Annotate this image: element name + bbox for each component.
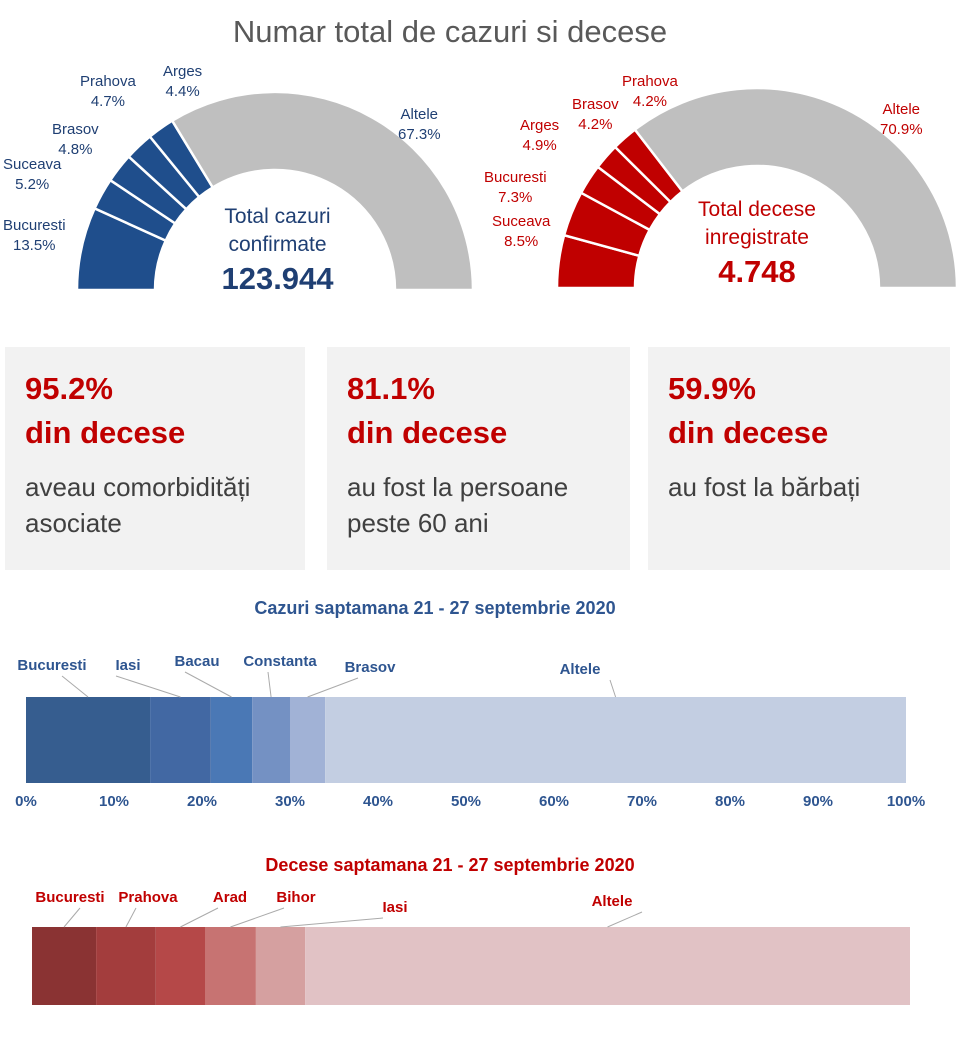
stacked-bar-charts: Bucuresti Iasi Bacau Constanta Brasov Altele 0… (15, 653, 925, 1005)
bar-segment-altele (325, 697, 906, 783)
donut-label: Suceava 5.2% (3, 156, 62, 193)
deaths-donut (555, 86, 959, 290)
leader-line (61, 675, 89, 698)
bar-label: Prahova (118, 889, 178, 906)
bar-label: Altele (560, 661, 601, 678)
stat-description: aveau comorbidități asociate (25, 472, 251, 538)
deaths-bar: BucurestiPrahovaAradBihorIasiAltele0%10%… (32, 889, 911, 1005)
stat-percent: 95.2% (25, 371, 113, 406)
donut-label: Prahova 4.7% (80, 73, 136, 110)
leader-line (307, 677, 359, 698)
bar-segment-bihor (205, 927, 256, 1005)
bar-label: Constanta (243, 653, 317, 670)
donut-label: Bucuresti 7.3% (484, 169, 547, 206)
donut-label: Altele 67.3% (398, 106, 441, 143)
donut-slice-altele (170, 90, 475, 292)
donut-slice-altele (633, 86, 959, 290)
stat-card-men: 59.9% din decese au fost la bărbați (648, 347, 950, 570)
leader-line (609, 679, 617, 698)
stat-subtitle: din decese (25, 415, 186, 450)
stat-card-age: 81.1% din decese au fost la persoane pes… (327, 347, 630, 570)
bar-label: Bucuresti (35, 889, 104, 906)
leader-line (267, 671, 272, 698)
axis-tick-label: 70% (627, 793, 657, 810)
leader-line (63, 907, 81, 928)
bar-label: Bihor (276, 889, 315, 906)
donut-label: Brasov 4.8% (52, 121, 99, 158)
bar-segment-bucuresti (26, 697, 151, 783)
total-cases: Total cazuri confirmate 123.944 (221, 205, 334, 296)
bar-segment-constanta (252, 697, 290, 783)
bar-segment-iasi (255, 927, 306, 1005)
bar-segment-prahova (96, 927, 156, 1005)
donut-label: Arges 4.4% (163, 63, 203, 100)
axis-tick-label: 40% (363, 793, 393, 810)
bar-label: Altele (592, 893, 633, 910)
cases-bar-title: Cazuri saptamana 21 - 27 septembrie 2020 (254, 598, 616, 618)
axis-tick-label: 90% (803, 793, 833, 810)
stat-description: au fost la persoane peste 60 ani (347, 472, 569, 538)
bar-label: Iasi (382, 899, 407, 916)
donut-charts (75, 86, 959, 292)
bar-segment-bucuresti (32, 927, 97, 1005)
stat-percent: 59.9% (668, 371, 756, 406)
stat-card-comorbidities: 95.2% din decese aveau comorbidități aso… (5, 347, 305, 570)
bar-label: Brasov (345, 659, 397, 676)
page-title: Numar total de cazuri si decese (232, 14, 668, 49)
leader-line (180, 907, 219, 928)
axis-tick-label: 10% (99, 793, 129, 810)
total-deaths: Total decese inregistrate 4.748 (698, 198, 816, 289)
stat-percent: 81.1% (347, 371, 435, 406)
bar-label: Bacau (174, 653, 219, 670)
bar-segment-altele (305, 927, 911, 1005)
donut-label: Altele 70.9% (880, 101, 923, 138)
leader-line (607, 911, 643, 928)
axis-tick-label: 60% (539, 793, 569, 810)
axis-tick-label: 80% (715, 793, 745, 810)
bar-segment-bacau (210, 697, 253, 783)
cases-bar: Bucuresti Iasi Bacau Constanta Brasov Altele 0… (15, 653, 925, 810)
cases-donut (75, 90, 475, 292)
donut-label: Bucuresti 13.5% (3, 217, 66, 254)
leader-line (184, 671, 232, 698)
bar-segment-brasov (290, 697, 326, 783)
bar-label: Iasi (115, 657, 140, 674)
stat-description: au fost la bărbați (668, 472, 861, 502)
donut-label: Suceava 8.5% (492, 213, 551, 250)
leader-line (230, 907, 285, 928)
leader-line (125, 907, 137, 928)
axis-tick-label: 30% (275, 793, 305, 810)
leader-line (280, 917, 384, 928)
bar-segment-arad (155, 927, 205, 1005)
stat-subtitle: din decese (668, 415, 829, 450)
deaths-bar-title: Decese saptamana 21 - 27 septembrie 2020 (265, 855, 635, 875)
axis-tick-label: 100% (887, 793, 925, 810)
bar-segment-iasi (150, 697, 211, 783)
axis-tick-label: 0% (15, 793, 37, 810)
axis-tick-label: 20% (187, 793, 217, 810)
axis-tick-label: 50% (451, 793, 481, 810)
bar-label: Arad (213, 889, 247, 906)
leader-line (115, 675, 181, 698)
bar-label: Bucuresti (17, 657, 86, 674)
donut-label: Brasov 4.2% (572, 96, 619, 133)
donut-label: Prahova 4.2% (622, 73, 678, 110)
donut-label: Arges 4.9% (520, 117, 560, 154)
stat-subtitle: din decese (347, 415, 508, 450)
